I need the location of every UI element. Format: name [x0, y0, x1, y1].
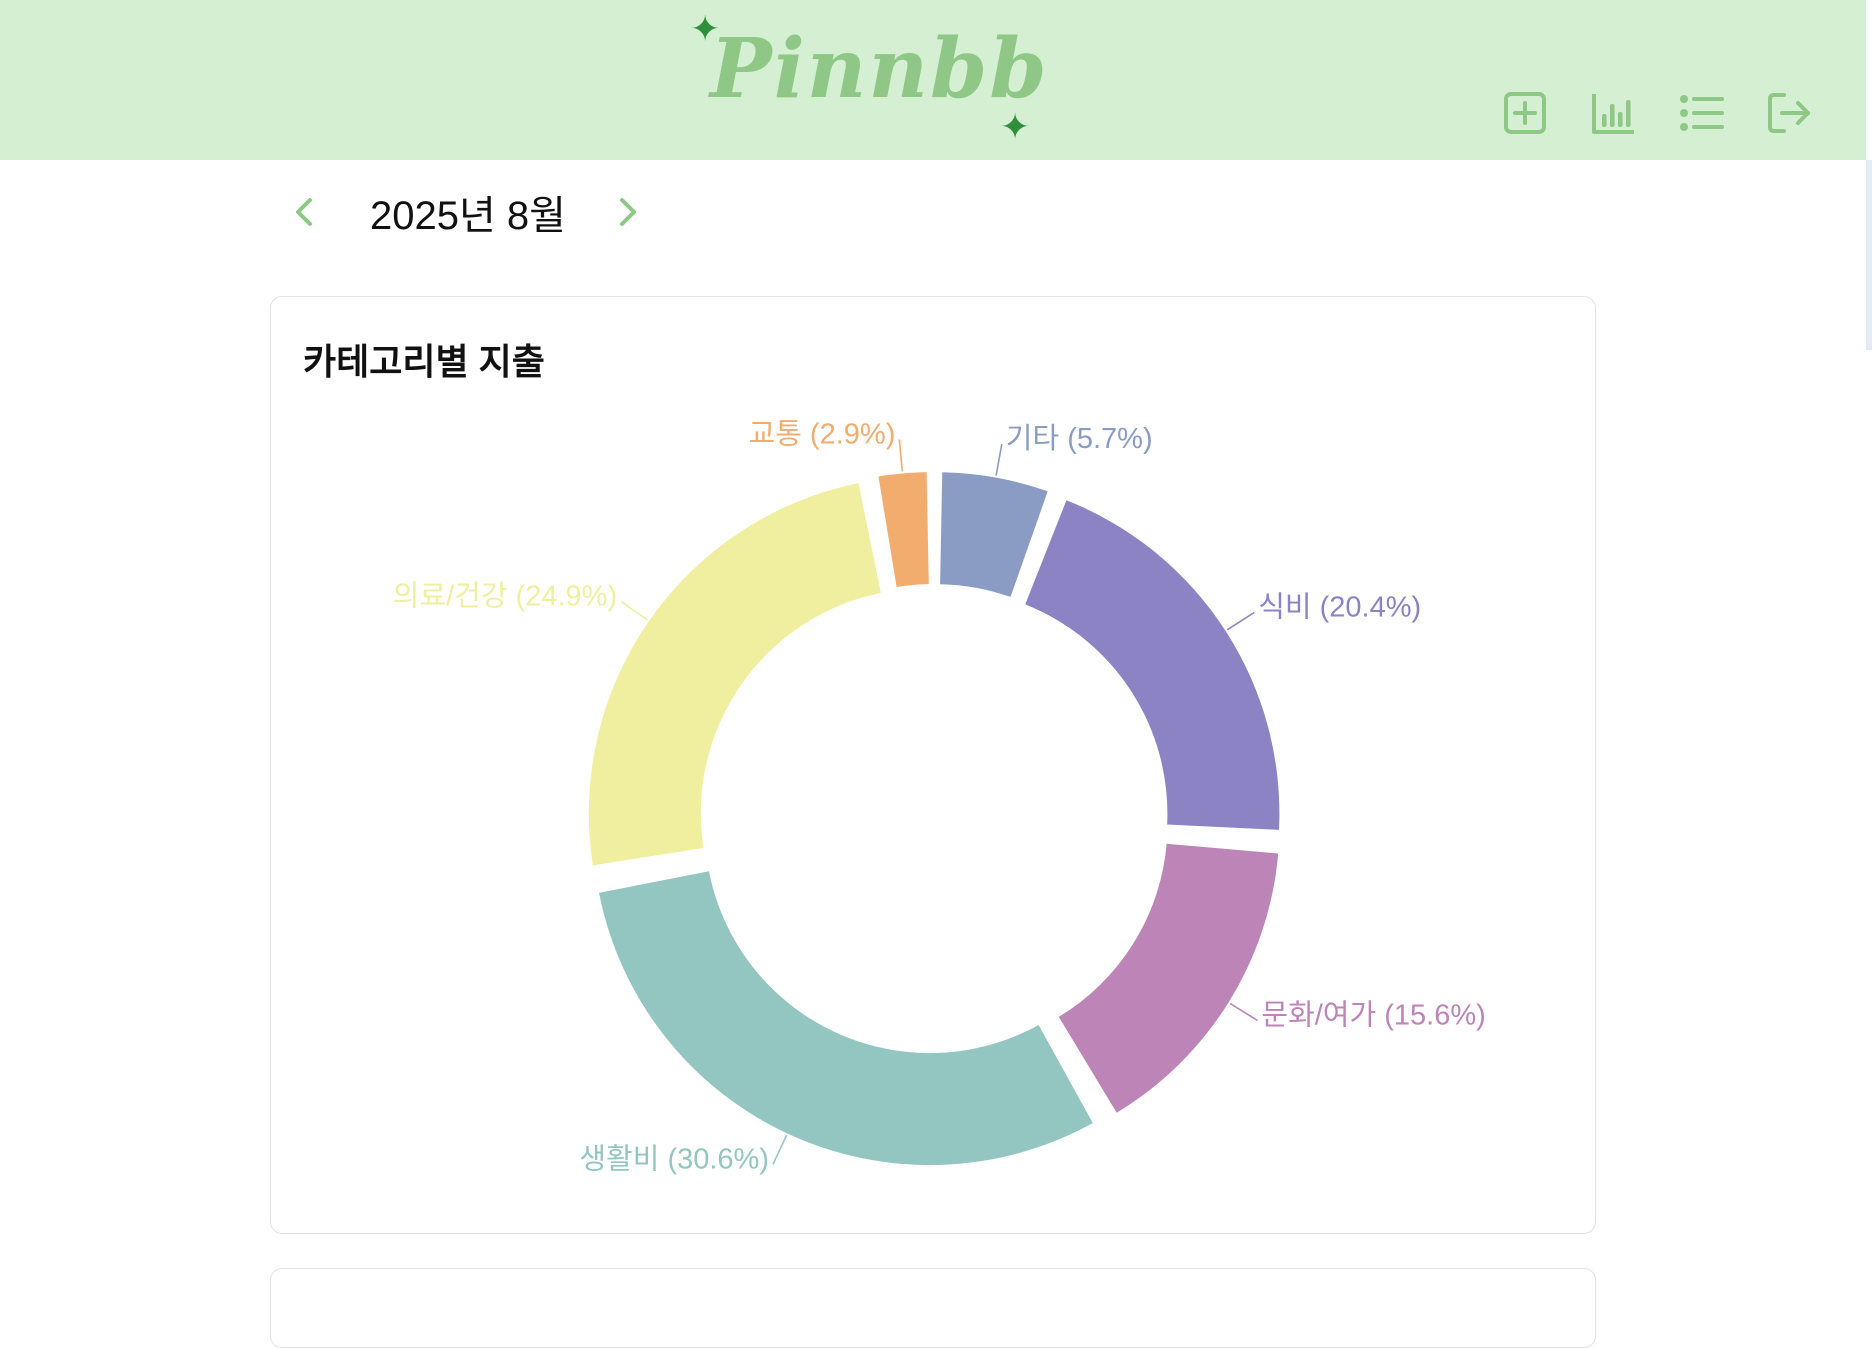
next-month-button[interactable] — [610, 188, 646, 236]
category-donut-chart: 기타 (5.7%) 식비 (20.4%) 문화/여가 (15.6%) 생활비 (30.… — [393, 419, 1486, 1176]
label-leader-line — [898, 439, 904, 472]
sparkle-icon: ✦ — [1000, 107, 1031, 148]
donut-slice[interactable] — [1025, 500, 1280, 830]
month-label: 2025년 8월 — [370, 194, 566, 238]
secondary-card — [270, 1268, 1596, 1348]
statistics-icon[interactable] — [1590, 90, 1636, 136]
month-navigator: 2025년 8월 — [286, 180, 646, 244]
slice-label: 기타 (5.7%) — [1006, 423, 1153, 455]
add-expense-icon[interactable] — [1502, 90, 1548, 136]
slice-label: 생활비 (30.6%) — [579, 1142, 769, 1175]
header-toolbar — [1502, 90, 1812, 136]
list-icon[interactable] — [1678, 90, 1724, 136]
donut-slice[interactable] — [878, 472, 929, 588]
sparkle-icon: ✦ — [690, 9, 721, 50]
label-leader-line — [1229, 1002, 1258, 1022]
donut-slice[interactable] — [588, 483, 881, 866]
label-leader-line — [995, 443, 1003, 476]
slice-label: 의료/건강 (24.9%) — [393, 581, 617, 613]
logout-icon[interactable] — [1766, 90, 1812, 136]
label-leader-line — [620, 600, 648, 621]
chevron-right-icon — [619, 198, 636, 226]
scrollbar[interactable] — [1866, 160, 1872, 350]
label-leader-line — [772, 1134, 788, 1165]
donut-slice[interactable] — [1058, 843, 1279, 1113]
app-logo[interactable]: Pinnbb — [710, 21, 1049, 117]
category-expense-card: 카테고리별 지출 기타 (5.7%) 식비 (20.4%) 문화/여가 (15.6%… — [270, 296, 1596, 1234]
label-leader-line — [1226, 611, 1255, 631]
slice-label: 식비 (20.4%) — [1258, 592, 1421, 624]
app-header: ✦ Pinnbb ✦ — [0, 0, 1866, 160]
card-title: 카테고리별 지출 — [303, 341, 545, 382]
slice-label: 문화/여가 (15.6%) — [1261, 999, 1485, 1031]
chevron-left-icon — [296, 198, 312, 226]
prev-month-button[interactable] — [286, 188, 322, 236]
donut-slice[interactable] — [599, 871, 1093, 1166]
donut-slice[interactable] — [940, 472, 1048, 597]
slice-label: 교통 (2.9%) — [749, 419, 896, 451]
